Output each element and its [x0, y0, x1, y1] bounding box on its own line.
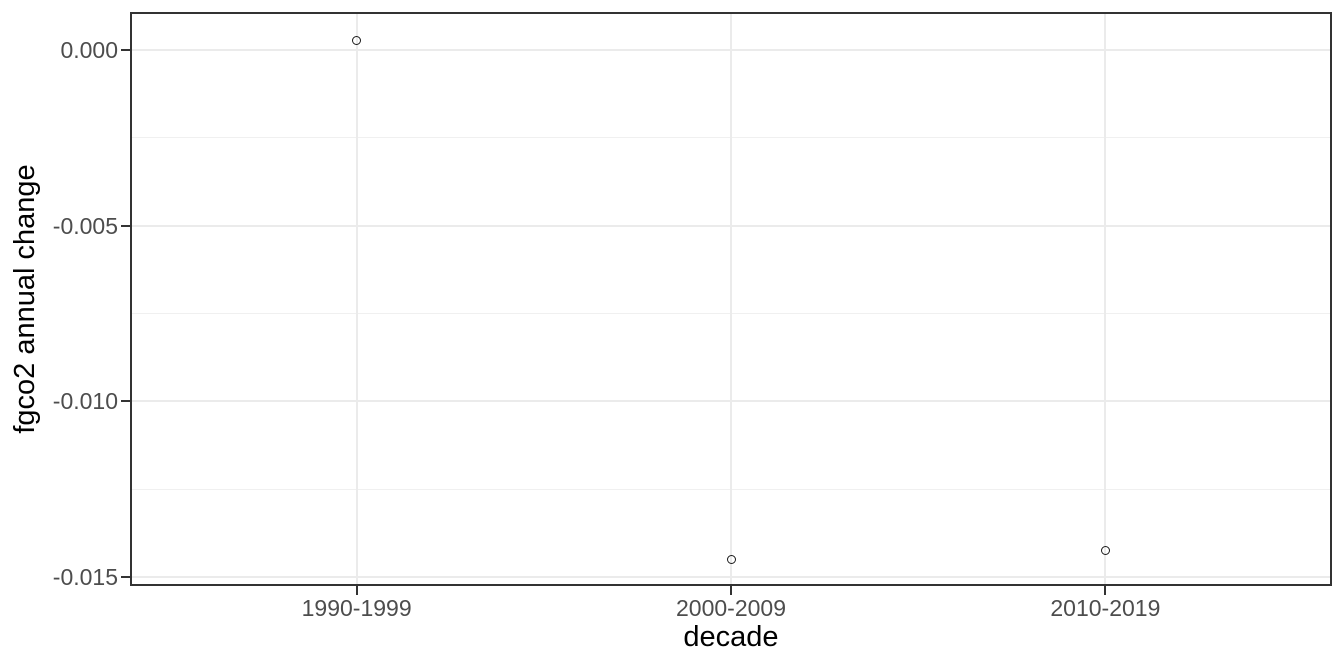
- y-tick-label: -0.010: [52, 388, 118, 415]
- data-point: [726, 554, 736, 564]
- y-tick-label: 0.000: [60, 36, 118, 63]
- x-tick-label: 2010-2019: [1050, 595, 1161, 621]
- gridline-major-x: [355, 14, 358, 584]
- y-tick-mark: [121, 400, 130, 403]
- x-tick-mark: [1104, 586, 1107, 595]
- x-tick-mark: [355, 586, 358, 595]
- x-tick-label: 1990-1999: [301, 595, 412, 621]
- y-tick-label: -0.005: [52, 212, 118, 239]
- data-point: [352, 36, 362, 46]
- y-tick-mark: [121, 48, 130, 51]
- x-axis-title: decade: [683, 621, 779, 653]
- data-point: [1100, 546, 1110, 556]
- gridline-major-x: [1104, 14, 1107, 584]
- y-tick-label: -0.015: [52, 563, 118, 590]
- x-tick-mark: [730, 586, 732, 595]
- gridline-major-x: [730, 14, 732, 584]
- y-tick-mark: [121, 224, 130, 227]
- grid-layer: [132, 14, 1330, 584]
- x-tick-label: 2000-2009: [676, 595, 786, 621]
- y-tick-mark: [121, 575, 130, 578]
- plot-panel: [130, 12, 1332, 586]
